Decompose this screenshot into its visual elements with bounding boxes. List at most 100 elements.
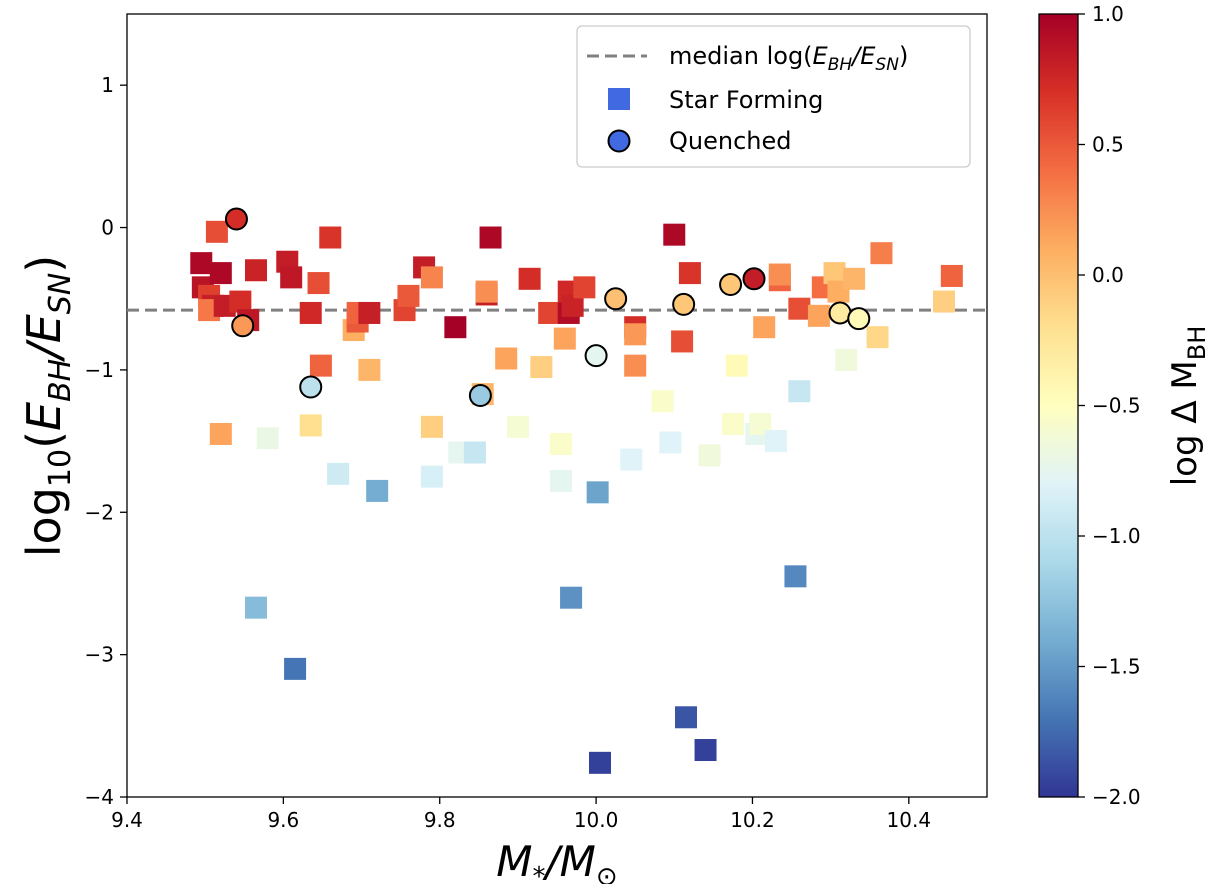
y-tick-label: −3 (85, 643, 114, 667)
colorbar-tick-label: −2.0 (1092, 785, 1141, 809)
y-tick-label: −4 (85, 785, 114, 809)
star-forming-point (671, 330, 694, 353)
star-forming-point (624, 354, 647, 377)
x-axis-label: M*/M⊙ (496, 837, 617, 884)
y-tick-label: 1 (101, 73, 114, 97)
star-forming-point (870, 242, 893, 265)
quenched-points (224, 207, 871, 408)
star-forming-point (358, 301, 381, 324)
star-forming-point (209, 422, 232, 445)
quenched-point (231, 314, 255, 338)
star-forming-point (209, 262, 232, 285)
quenched-point (742, 267, 766, 291)
star-forming-point (663, 223, 686, 246)
star-forming-point (479, 226, 502, 249)
star-forming-point (366, 479, 389, 502)
star-forming-point (835, 348, 858, 371)
x-tick-label: 9.4 (111, 808, 143, 832)
x-tick-label: 10.2 (730, 808, 775, 832)
legend-star-forming-swatch (608, 88, 630, 110)
star-forming-point (256, 427, 279, 450)
star-forming-point (549, 432, 572, 455)
star-forming-point (506, 415, 529, 438)
star-forming-point (694, 739, 717, 762)
y-axis-label: log10(EBH/ESN) (17, 255, 78, 557)
legend: median log(EBH/ESN) Star Forming Quenche… (576, 25, 971, 168)
x-tick-label: 9.8 (424, 808, 456, 832)
colorbar-label: log Δ MBH (1165, 326, 1210, 487)
colorbar-tick-label: 1.0 (1092, 2, 1124, 26)
colorbar-tick-label: −1.5 (1092, 655, 1141, 679)
colorbar-ticks: −2.0 −1.5 −1.0 −0.5 0.0 0.5 1.0 (1078, 2, 1141, 809)
star-forming-point (420, 266, 443, 289)
star-forming-point (463, 441, 486, 464)
quenched-point (604, 287, 628, 311)
quenched-point (828, 301, 852, 325)
star-forming-point (749, 413, 772, 436)
star-forming-point (678, 262, 701, 285)
star-forming-point (823, 262, 846, 285)
star-forming-point (573, 276, 596, 299)
legend-quenched-label: Quenched (669, 127, 791, 155)
legend-box (576, 25, 971, 168)
star-forming-point (725, 354, 748, 377)
y-tick-label: 0 (101, 216, 114, 240)
star-forming-point (319, 226, 342, 249)
star-forming-point (764, 430, 787, 453)
star-forming-point (538, 301, 561, 324)
star-forming-point (620, 448, 643, 471)
quenched-point (672, 292, 696, 316)
star-forming-point (444, 316, 467, 339)
quenched-point (224, 207, 248, 231)
star-forming-point (397, 284, 420, 307)
colorbar-tick-label: −0.5 (1092, 394, 1141, 418)
star-forming-point (843, 267, 866, 290)
y-axis-ticks: −4 −3 −2 −1 0 1 (85, 73, 127, 809)
star-forming-point (784, 565, 807, 588)
star-forming-point (420, 465, 443, 488)
star-forming-point (675, 706, 697, 729)
star-forming-point (358, 358, 381, 381)
x-tick-label: 10.4 (887, 808, 932, 832)
star-forming-point (229, 290, 252, 313)
star-forming-point (698, 444, 721, 467)
star-forming-point (651, 390, 674, 413)
quenched-point (584, 344, 608, 368)
star-forming-point (530, 356, 553, 379)
x-axis-ticks: 9.4 9.6 9.8 10.0 10.2 10.4 (111, 797, 931, 832)
star-forming-point (586, 481, 609, 504)
star-forming-point (205, 220, 228, 243)
star-forming-point (940, 264, 963, 287)
star-forming-point (327, 462, 350, 485)
legend-quenched-swatch (607, 129, 631, 153)
star-forming-point (280, 266, 303, 289)
star-forming-point (624, 323, 647, 346)
star-forming-point (866, 326, 889, 349)
legend-median-label: median log(EBH/ESN) (669, 42, 908, 75)
y-tick-label: −2 (85, 500, 114, 524)
star-forming-point (561, 294, 584, 317)
star-forming-point (807, 304, 830, 327)
quenched-point (468, 384, 492, 408)
star-forming-point (933, 290, 955, 313)
star-forming-point (309, 354, 332, 377)
star-forming-point (721, 413, 744, 436)
star-forming-point (518, 267, 541, 290)
star-forming-point (753, 316, 776, 339)
x-tick-label: 9.6 (267, 808, 299, 832)
quenched-point (847, 307, 871, 331)
star-forming-point (420, 415, 443, 438)
star-forming-point (553, 327, 576, 350)
quenched-point (719, 272, 743, 296)
star-forming-point (245, 596, 267, 619)
star-forming-point (299, 301, 322, 324)
star-forming-point (788, 380, 811, 403)
star-forming-point (659, 431, 682, 454)
colorbar (1038, 13, 1079, 798)
x-tick-label: 10.0 (574, 808, 619, 832)
legend-star-forming-label: Star Forming (669, 86, 823, 114)
quenched-point (299, 375, 323, 399)
y-tick-label: −1 (85, 358, 114, 382)
